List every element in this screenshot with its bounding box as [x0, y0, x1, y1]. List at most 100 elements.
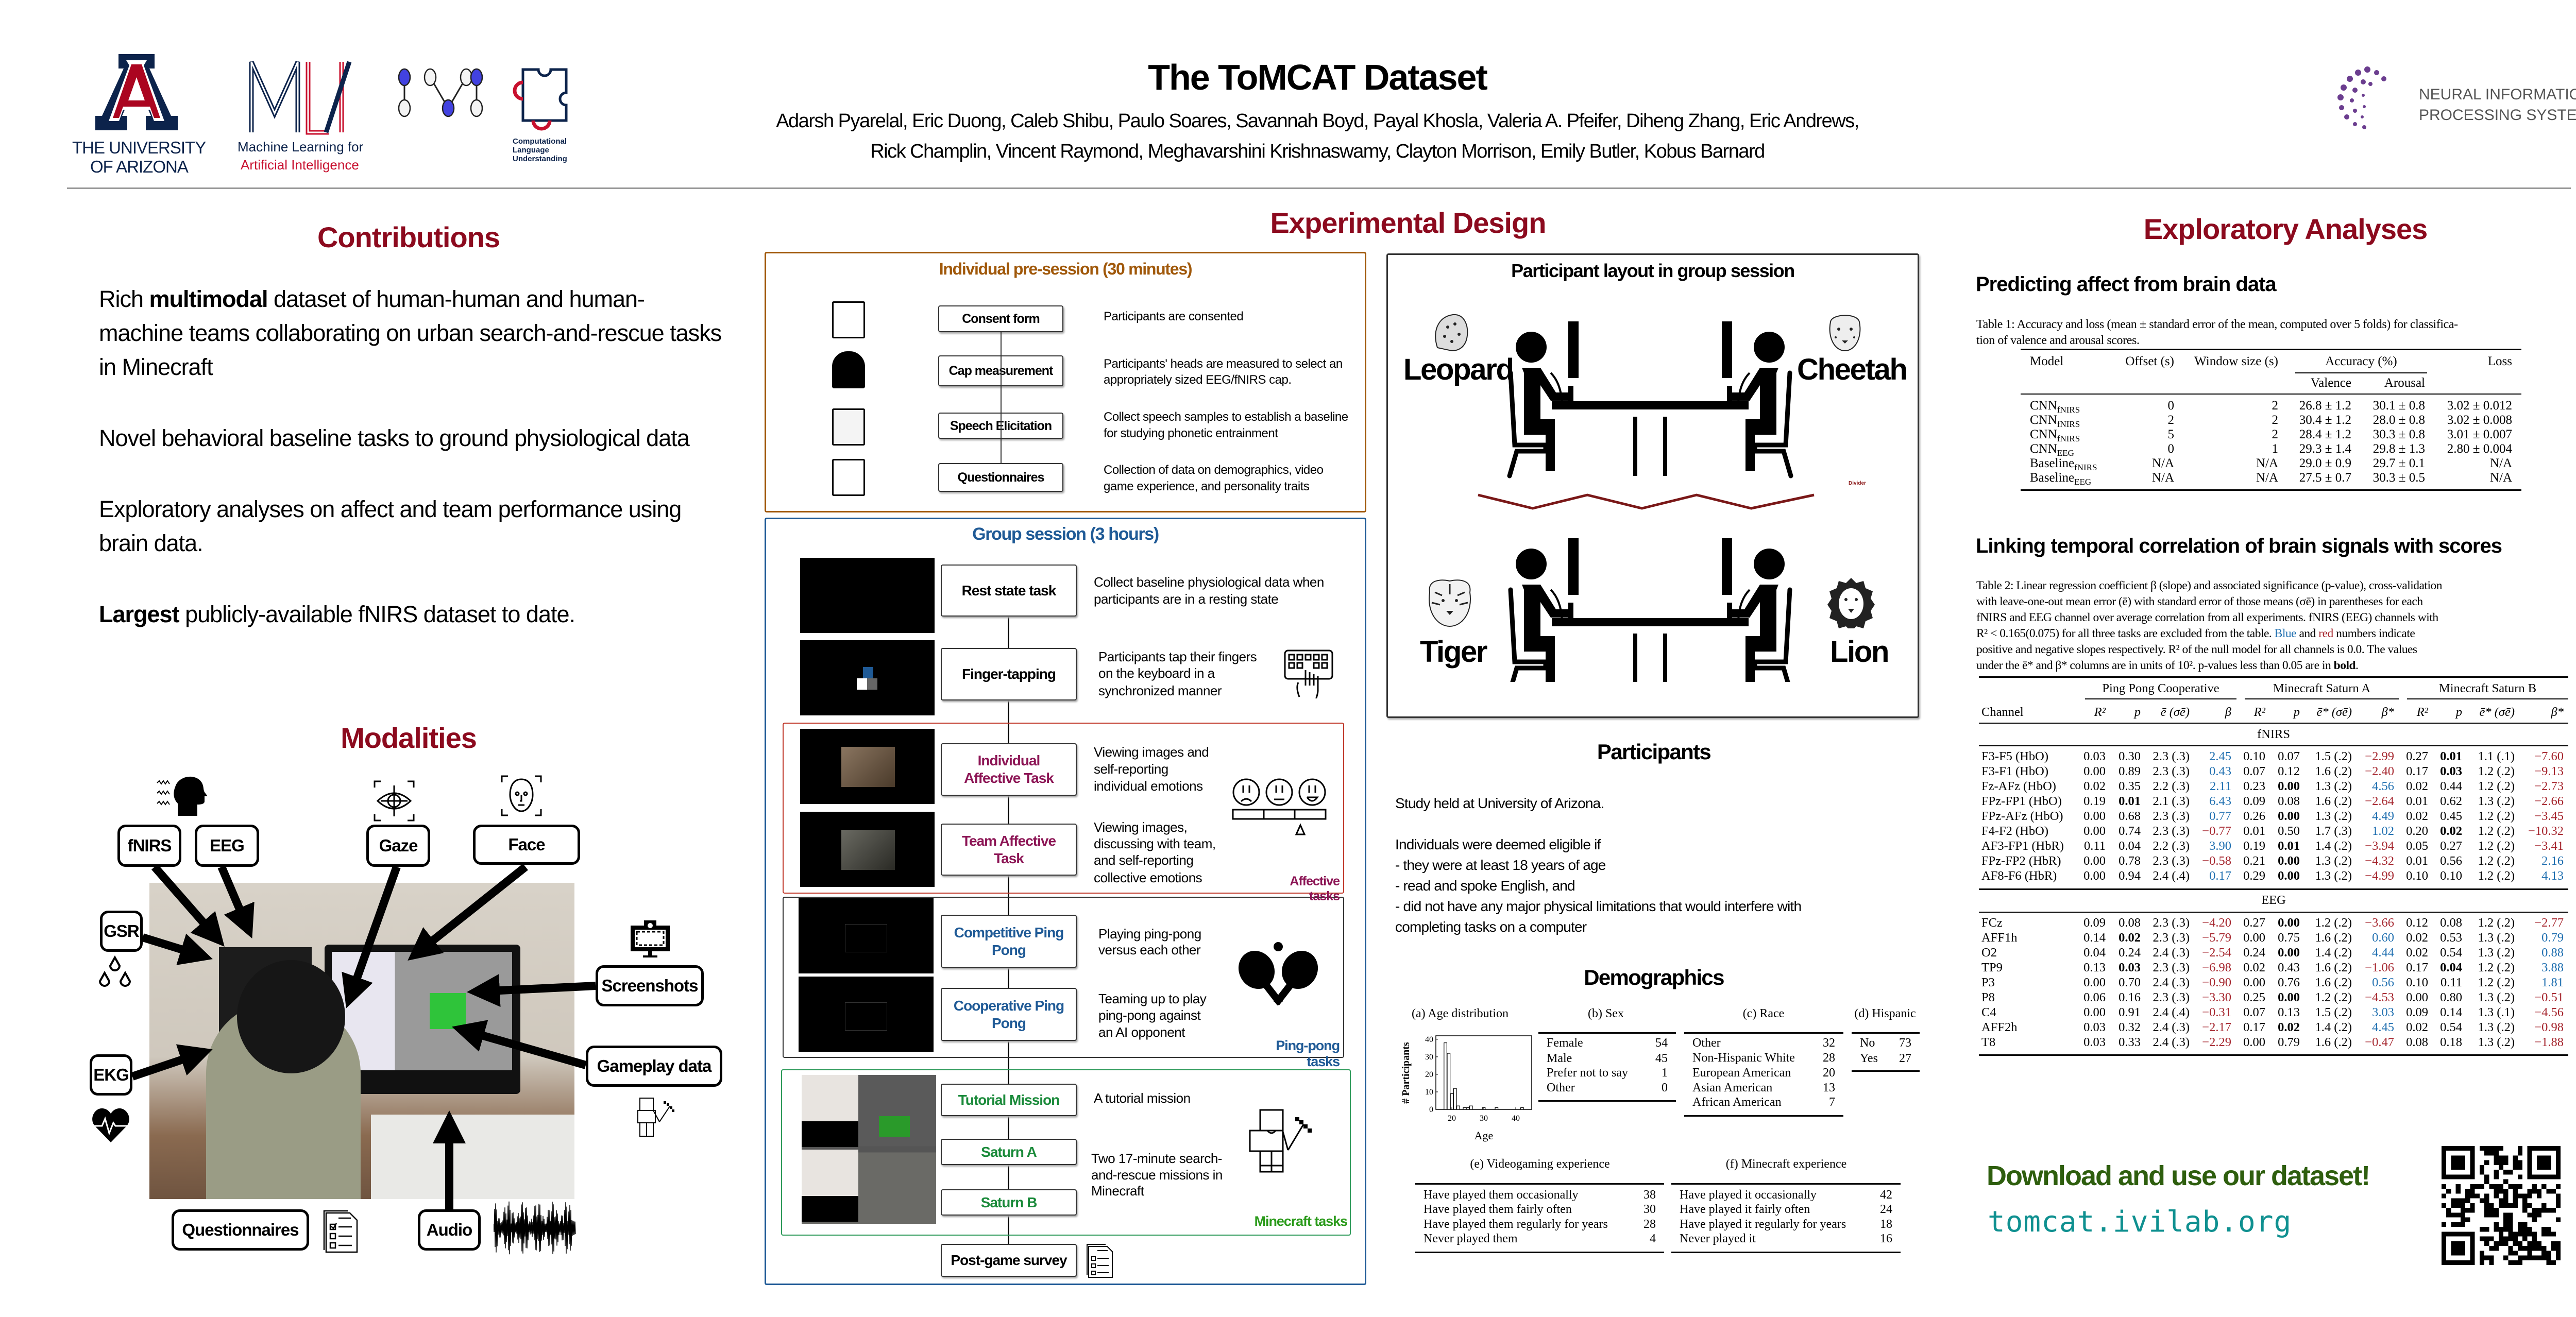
ping-pong-paddles-icon — [1238, 942, 1318, 1005]
table-cell: 27.5 ± 0.7 — [2299, 471, 2351, 485]
table-cell: 1.5 (.2) — [2315, 749, 2352, 763]
participants-text: Study held at University of Arizona. Ind… — [1395, 793, 1931, 937]
step-tutorial: Tutorial Mission — [941, 1084, 1077, 1116]
table-cell: 2.3 (.3) — [2153, 990, 2190, 1004]
channel-name: AF8-F6 (HbR) — [1981, 869, 2057, 883]
table-cell: 0.03 — [2440, 764, 2462, 778]
table-cell: 1.6 (.2) — [2315, 931, 2352, 945]
table-cell: −10.32 — [2528, 824, 2564, 838]
table-cell: 0.11 — [2441, 976, 2462, 989]
qr-code[interactable] — [2442, 1146, 2561, 1265]
table-cell: 0.17 — [2406, 764, 2428, 778]
experimental-design-heading: Experimental Design — [1270, 207, 1547, 239]
table-cell: −2.73 — [2534, 779, 2564, 793]
table-cell: 0.24 — [2119, 946, 2141, 960]
consent-form-icon — [832, 301, 865, 338]
table-row: Have played them fairly often 30 — [1423, 1203, 1656, 1217]
table-cell: 0 — [2167, 399, 2175, 413]
table-cell: 0.12 — [2278, 764, 2300, 778]
table-cell: −0.77 — [2202, 824, 2231, 838]
table-rule — [1852, 1070, 1920, 1072]
table-cell: 3.02 ± 0.012 — [2447, 399, 2512, 413]
table-cell: 0.20 — [2406, 824, 2428, 838]
row-count: 16 — [1880, 1232, 1892, 1245]
row-count: 28 — [1823, 1051, 1835, 1065]
mlai-name-line1: Machine Learning for — [238, 139, 364, 155]
minecraft-chat — [802, 1121, 858, 1147]
header-divider — [67, 187, 2571, 189]
section-header: EEG — [2261, 893, 2286, 907]
column-header: p — [2293, 705, 2300, 719]
ua-a-icon — [95, 54, 178, 130]
table-cell: 6.43 — [2209, 794, 2231, 808]
table-cell: 2.3 (.3) — [2153, 764, 2190, 778]
table-cell: −4.99 — [2365, 869, 2394, 883]
affect-heading: Predicting affect from brain data — [1976, 273, 2277, 296]
contribution-largest: Largest publicly-available fNIRS dataset… — [99, 601, 575, 627]
table-cell: 0.60 — [2372, 931, 2394, 945]
row-label: African American — [1692, 1096, 1782, 1109]
table-cell: 0.02 — [2406, 779, 2428, 793]
table-cell: 1.3 (.1) — [2478, 1005, 2515, 1019]
table-cell: 0.00 — [2278, 854, 2300, 868]
dataset-url-link[interactable]: tomcat.ivilab.org — [1988, 1205, 2292, 1239]
table-cell: 0.04 — [2119, 839, 2141, 853]
table-cell: 0.06 — [2083, 990, 2106, 1004]
table-cell: N/A — [2489, 456, 2512, 470]
table-cell: 0.14 — [2440, 1005, 2462, 1019]
table-cell: 0.23 — [2243, 779, 2265, 793]
table-row: Never played it 16 — [1680, 1232, 1892, 1246]
table-cell: 0.03 — [2119, 961, 2141, 974]
table-cell: 0.44 — [2440, 779, 2462, 793]
table-cell: 2.4 (.3) — [2153, 946, 2190, 960]
y-tick-label: 30 — [1425, 1053, 1433, 1062]
table-cell: 0.74 — [2119, 824, 2141, 838]
table-cell: 0.27 — [2406, 749, 2428, 763]
table-cell: 0.08 — [2119, 916, 2141, 930]
table-cell: −0.58 — [2202, 854, 2231, 868]
row-label: Have played it regularly for years — [1680, 1218, 1846, 1231]
table-cell: 0.54 — [2440, 1020, 2462, 1034]
channel-name: F3-F1 (HbO) — [1981, 764, 2048, 778]
survey-icon — [1087, 1244, 1113, 1278]
table-cell: 0.25 — [2243, 990, 2265, 1004]
histogram-bar — [1456, 1105, 1460, 1110]
age-histogram: 20 30 40 0 10 20 30 40 Age # Participants — [1400, 1035, 1532, 1142]
step-description: individual emotions — [1094, 778, 1203, 794]
table-cell: 30.3 ± 0.5 — [2372, 471, 2425, 485]
neurips-name-line2: PROCESSING SYSTEMS — [2419, 107, 2576, 124]
table-cell: 2.4 (.3) — [2153, 1020, 2190, 1034]
table-cell: 0.56 — [2372, 976, 2394, 989]
step-description: versus each other — [1098, 942, 1201, 957]
table-cell: 0.79 — [2541, 931, 2564, 945]
face-scan-icon — [501, 775, 542, 816]
table-cell: −0.90 — [2202, 976, 2231, 989]
table-cell: 0.50 — [2278, 824, 2300, 838]
table-cell: 29.0 ± 0.9 — [2299, 456, 2351, 470]
table-cell: 0.00 — [2278, 869, 2300, 883]
table-cell: 0.10 — [2406, 869, 2428, 883]
row-label: Female — [1547, 1036, 1583, 1050]
presession-step-description: Collect speech samples to establish a ba… — [1104, 410, 1348, 424]
table-cell: 0.17 — [2406, 961, 2428, 974]
table-cell: 0.30 — [2119, 749, 2141, 763]
step-description: A tutorial mission — [1094, 1090, 1191, 1106]
histogram-bar — [1447, 1053, 1451, 1110]
table-cell: 0.02 — [2406, 931, 2428, 945]
table-cell: 0.77 — [2209, 809, 2231, 823]
column-header: Arousal — [2384, 376, 2425, 390]
criterion: - they were at least 18 years of age — [1395, 857, 1606, 873]
column-header: Model — [2030, 354, 2064, 368]
table-cell: 0.09 — [2243, 794, 2265, 808]
table-cell: 1.3 (.2) — [2315, 869, 2352, 883]
step-description: Viewing images, — [1094, 819, 1188, 835]
questionnaire-icon — [832, 459, 865, 496]
seating-scene — [1507, 321, 1793, 478]
row-count: 4 — [1650, 1232, 1656, 1245]
y-tick-label: 40 — [1425, 1035, 1433, 1044]
table-cell: 0.18 — [2440, 1035, 2462, 1049]
table-cell: 0.01 — [2406, 794, 2428, 808]
table-cell: 0.03 — [2083, 1035, 2106, 1049]
criterion: - did not have any major physical limita… — [1395, 898, 1802, 914]
table-cell: 1.2 (.2) — [2478, 824, 2515, 838]
